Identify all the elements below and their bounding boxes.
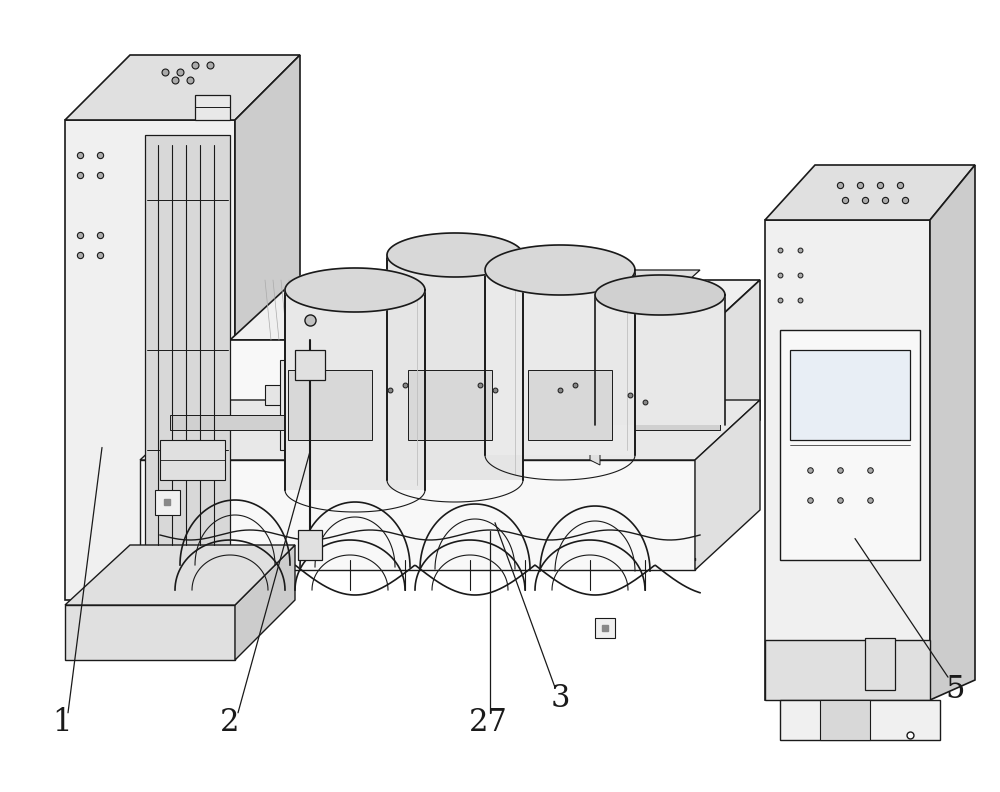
Polygon shape — [595, 295, 725, 425]
Polygon shape — [695, 400, 760, 570]
Polygon shape — [170, 415, 300, 430]
Polygon shape — [485, 270, 635, 455]
Polygon shape — [695, 280, 760, 480]
Text: 3: 3 — [550, 683, 570, 714]
Polygon shape — [450, 395, 460, 465]
Polygon shape — [765, 220, 930, 700]
Text: 27: 27 — [469, 706, 507, 738]
Polygon shape — [288, 370, 372, 440]
Polygon shape — [310, 395, 320, 465]
Polygon shape — [195, 95, 230, 120]
Polygon shape — [930, 165, 975, 700]
Polygon shape — [395, 385, 520, 405]
Polygon shape — [160, 440, 225, 480]
Polygon shape — [780, 700, 940, 740]
Text: 5: 5 — [945, 673, 965, 705]
Polygon shape — [145, 135, 230, 555]
Polygon shape — [235, 545, 295, 660]
Polygon shape — [265, 385, 395, 405]
Polygon shape — [285, 290, 425, 490]
Polygon shape — [230, 280, 760, 340]
Polygon shape — [298, 530, 322, 560]
Polygon shape — [140, 400, 760, 460]
Polygon shape — [528, 370, 612, 440]
Text: 1: 1 — [52, 706, 72, 738]
Polygon shape — [65, 120, 235, 600]
Polygon shape — [485, 245, 635, 295]
Polygon shape — [408, 370, 492, 440]
Polygon shape — [400, 360, 500, 450]
Polygon shape — [595, 618, 615, 638]
Polygon shape — [230, 340, 695, 480]
Polygon shape — [865, 638, 895, 690]
Polygon shape — [790, 350, 910, 440]
Polygon shape — [140, 460, 695, 570]
Polygon shape — [595, 275, 725, 315]
Polygon shape — [65, 55, 300, 120]
Polygon shape — [765, 640, 930, 700]
Polygon shape — [295, 350, 325, 380]
Polygon shape — [387, 255, 523, 480]
Polygon shape — [65, 605, 235, 660]
Polygon shape — [590, 395, 600, 465]
Polygon shape — [310, 415, 440, 430]
Polygon shape — [520, 360, 620, 450]
Text: 2: 2 — [220, 706, 240, 738]
Polygon shape — [285, 268, 425, 312]
Polygon shape — [65, 545, 295, 605]
Polygon shape — [387, 233, 523, 277]
Polygon shape — [155, 490, 180, 515]
Polygon shape — [285, 270, 700, 320]
Polygon shape — [590, 415, 720, 430]
Polygon shape — [235, 55, 300, 600]
Polygon shape — [820, 700, 870, 740]
Polygon shape — [520, 385, 645, 405]
Polygon shape — [450, 415, 580, 430]
Polygon shape — [765, 165, 975, 220]
Polygon shape — [780, 330, 920, 560]
Polygon shape — [280, 360, 380, 450]
